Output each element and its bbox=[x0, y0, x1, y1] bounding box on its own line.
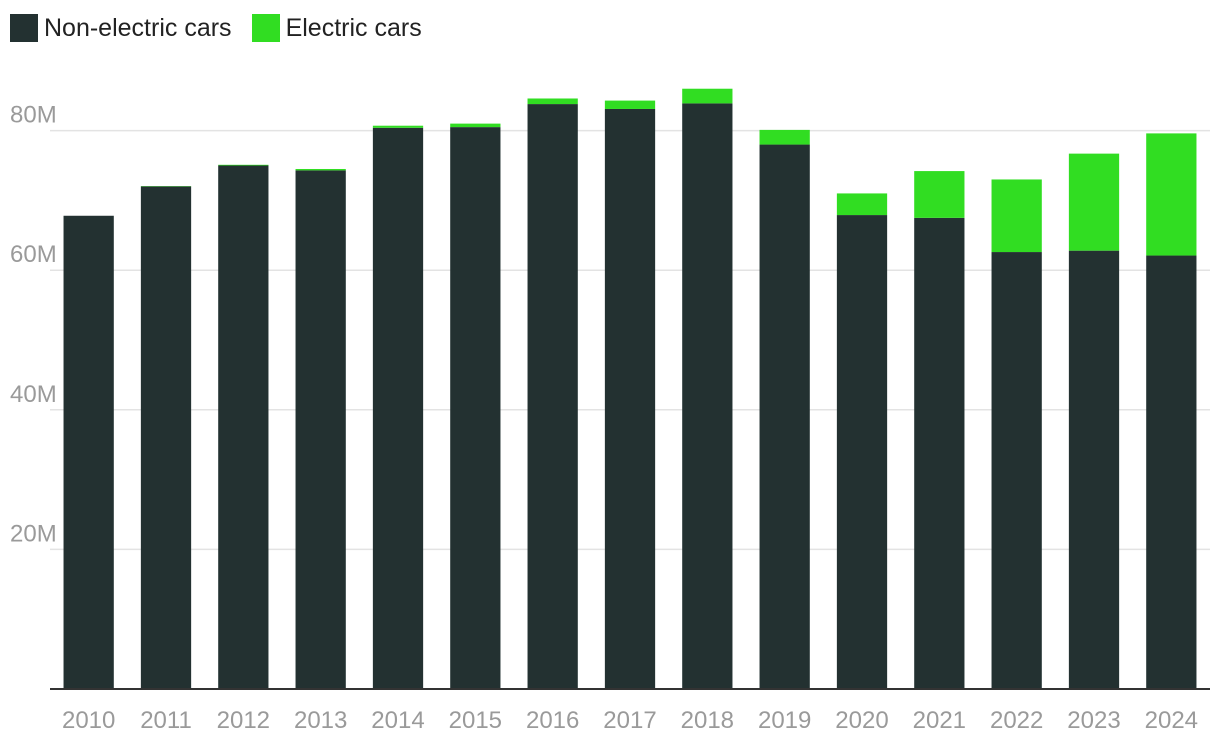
bar-non-electric[interactable] bbox=[604, 108, 656, 689]
bar-electric[interactable] bbox=[527, 98, 578, 105]
bar-electric[interactable] bbox=[604, 100, 656, 109]
bar-non-electric[interactable] bbox=[140, 186, 192, 689]
y-tick-label: 40M bbox=[10, 381, 57, 408]
bar-non-electric[interactable] bbox=[218, 165, 269, 690]
bar-electric[interactable] bbox=[1068, 153, 1120, 251]
bar-non-electric[interactable] bbox=[682, 103, 733, 689]
bar-electric[interactable] bbox=[372, 125, 424, 128]
x-tick-label: 2020 bbox=[835, 707, 888, 734]
bar-non-electric[interactable] bbox=[295, 170, 346, 689]
bar-electric[interactable] bbox=[991, 179, 1042, 253]
bar-non-electric[interactable] bbox=[527, 104, 578, 689]
x-tick-label: 2014 bbox=[371, 707, 424, 734]
legend-item-non-electric[interactable]: Non-electric cars bbox=[10, 14, 232, 43]
bar-non-electric[interactable] bbox=[1146, 255, 1197, 690]
legend-swatch-electric bbox=[251, 14, 280, 42]
x-tick-label: 2013 bbox=[294, 707, 347, 734]
legend-label-electric: Electric cars bbox=[285, 13, 422, 42]
bar-electric[interactable] bbox=[450, 123, 501, 128]
x-tick-label: 2023 bbox=[1067, 707, 1120, 734]
bar-non-electric[interactable] bbox=[914, 217, 965, 689]
legend-item-electric[interactable]: Electric cars bbox=[251, 13, 422, 43]
x-tick-label: 2012 bbox=[217, 707, 270, 734]
bars bbox=[63, 88, 1197, 690]
x-tick-label: 2011 bbox=[140, 707, 192, 734]
bar-non-electric[interactable] bbox=[1068, 250, 1120, 689]
x-tick-label: 2019 bbox=[758, 707, 811, 734]
bar-non-electric[interactable] bbox=[836, 215, 888, 689]
x-tick-label: 2017 bbox=[603, 707, 656, 734]
x-tick-label: 2010 bbox=[62, 707, 115, 734]
bar-electric[interactable] bbox=[295, 168, 346, 171]
bar-non-electric[interactable] bbox=[450, 127, 501, 690]
y-tick-label: 60M bbox=[10, 241, 57, 268]
bar-non-electric[interactable] bbox=[63, 215, 114, 689]
bar-electric[interactable] bbox=[759, 129, 810, 145]
legend: Non-electric cars Electric cars bbox=[10, 8, 422, 48]
bar-electric[interactable] bbox=[836, 193, 888, 216]
x-tick-label: 2015 bbox=[449, 707, 502, 734]
legend-label-non-electric: Non-electric cars bbox=[44, 13, 232, 42]
bar-non-electric[interactable] bbox=[372, 127, 424, 689]
bar-non-electric[interactable] bbox=[991, 252, 1042, 690]
y-tick-label: 20M bbox=[10, 520, 57, 547]
x-axis-ticks: 2010 2011 2012 2013 2014 2015 2016 2017 2018 2019… bbox=[62, 707, 1198, 734]
bar-electric[interactable] bbox=[218, 164, 269, 166]
bar-non-electric[interactable] bbox=[759, 144, 810, 689]
legend-swatch-non-electric bbox=[10, 14, 38, 42]
y-axis-ticks: 20M 40M 60M 80M bbox=[10, 102, 57, 548]
bar-electric[interactable] bbox=[682, 88, 733, 104]
x-tick-label: 2016 bbox=[526, 707, 579, 734]
x-tick-label: 2018 bbox=[681, 707, 734, 734]
x-tick-label: 2021 bbox=[913, 707, 966, 734]
x-tick-label: 2024 bbox=[1145, 707, 1198, 734]
x-tick-label: 2022 bbox=[990, 707, 1043, 734]
bar-electric[interactable] bbox=[1146, 133, 1197, 256]
y-tick-label: 80M bbox=[10, 102, 57, 129]
bar-electric[interactable] bbox=[914, 171, 965, 218]
